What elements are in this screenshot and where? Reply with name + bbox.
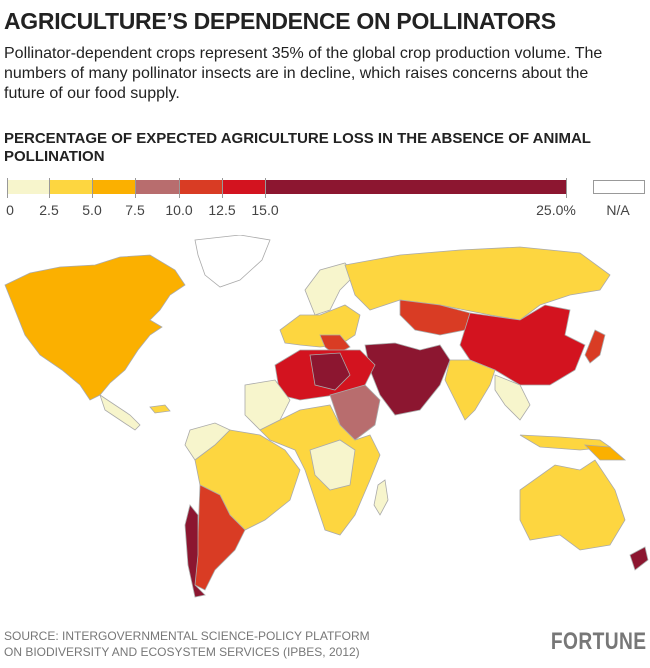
region-southeast-asia [494,374,531,421]
page-title: AGRICULTURE’S DEPENDENCE ON POLLINATORS [4,8,556,34]
legend-swatch [135,180,179,194]
legend-tick [7,178,8,198]
region-russia [344,246,611,321]
legend-swatch [7,180,49,194]
legend-tick-label: 12.5 [208,202,236,218]
legend-swatch [179,180,222,194]
legend-tick-label: 25.0% [536,202,576,218]
region-libya [309,352,351,391]
region-middle-east [364,342,451,416]
region-caribbean [149,404,171,414]
region-new-zealand [629,546,649,571]
legend-swatch [49,180,92,194]
region-madagascar [373,479,389,516]
legend-tick-label: 5.0 [82,202,102,218]
source-note: SOURCE: INTERGOVERNMENTAL SCIENCE-POLICY… [4,628,370,660]
legend-swatch [265,180,566,194]
legend-tick [92,178,93,198]
legend-tick-label: 10.0 [165,202,193,218]
region-central-america [99,394,141,431]
color-legend: N/A 0 2.5 5.0 7.5 10.0 12.5 15.0 25.0% [0,176,650,218]
legend-tick [135,178,136,198]
region-new-guinea [583,444,627,461]
region-north-america [4,254,186,401]
region-congo [309,439,356,491]
region-kazakhstan [399,299,471,336]
legend-title: PERCENTAGE OF EXPECTED AGRICULTURE LOSS … [4,130,591,165]
fortune-logo: FORTUNE [550,628,646,655]
legend-swatch [92,180,135,194]
legend-swatch [222,180,265,194]
region-india [444,359,496,421]
legend-tick-label: 0 [6,202,14,218]
legend-tick-label: 15.0 [251,202,279,218]
source-line-2: ON BIODIVERSITY AND ECOSYSTEM SERVICES (… [4,645,360,659]
world-map [4,235,649,598]
legend-tick [566,178,567,198]
region-scandinavia [304,262,356,316]
region-greenland [194,235,271,288]
legend-tick-label: 7.5 [125,202,145,218]
legend-tick [179,178,180,198]
region-chile [184,504,206,598]
region-japan [584,329,606,364]
legend-na-swatch [593,180,645,194]
legend-tick [222,178,223,198]
source-line-1: SOURCE: INTERGOVERNMENTAL SCIENCE-POLICY… [4,629,370,643]
legend-tick-label: 2.5 [39,202,59,218]
region-australia [519,459,626,551]
legend-tick [49,178,50,198]
legend-tick [265,178,266,198]
legend-na-label: N/A [606,202,630,218]
subtitle: Pollinator-dependent crops represent 35%… [4,45,603,102]
